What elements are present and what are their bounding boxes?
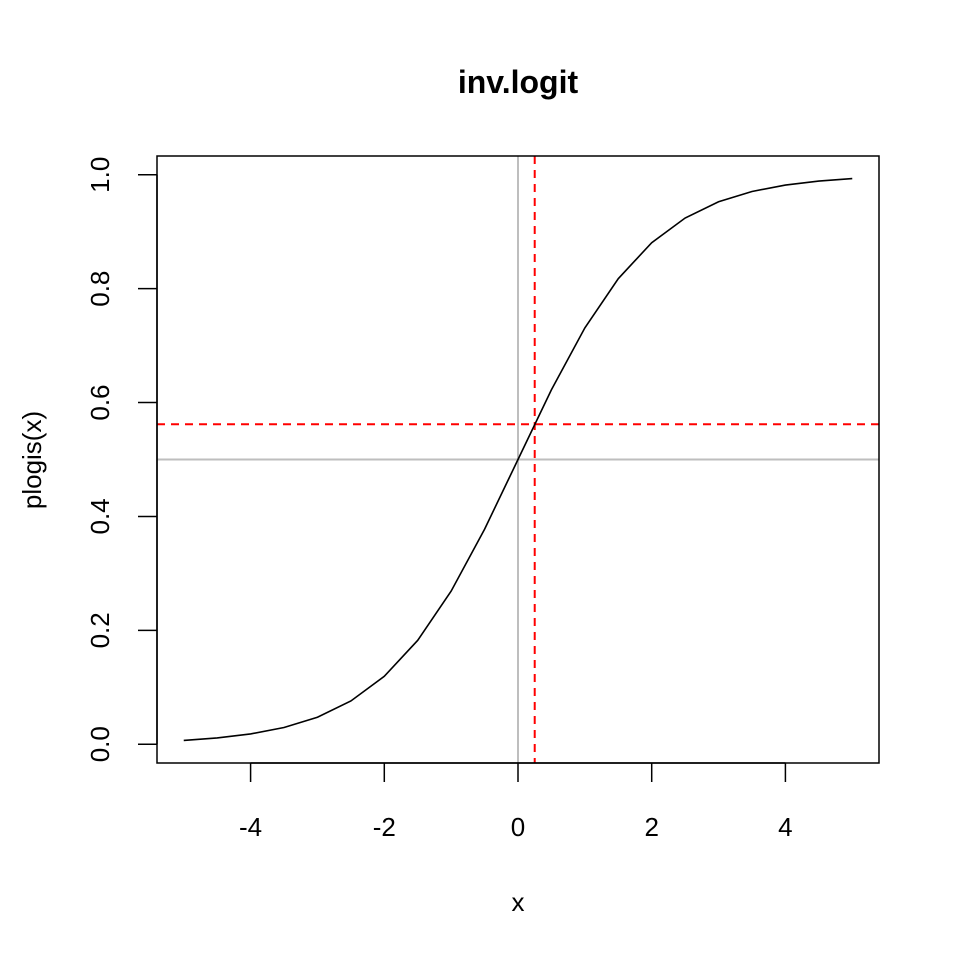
- x-tick-label: 4: [778, 812, 792, 842]
- x-axis: -4 -2 0 2 4: [239, 762, 793, 842]
- y-tick-label: 0.0: [85, 726, 115, 762]
- chart-title: inv.logit: [458, 64, 579, 100]
- series-layer: [183, 177, 853, 742]
- y-tick-label: 0.6: [85, 384, 115, 420]
- x-tick-label: -4: [239, 812, 262, 842]
- y-tick-label: 0.2: [85, 612, 115, 648]
- x-tick-label: 0: [511, 812, 525, 842]
- series-line: [183, 177, 853, 742]
- x-axis-label: x: [512, 887, 525, 917]
- y-tick-label: 0.4: [85, 498, 115, 534]
- x-tick-label: 2: [644, 812, 658, 842]
- y-axis-label: plogis(x): [17, 411, 47, 509]
- y-tick-label: 1.0: [85, 157, 115, 193]
- y-tick-label: 0.8: [85, 271, 115, 307]
- y-axis: 0.0 0.2 0.4 0.6 0.8 1.0: [85, 157, 158, 762]
- x-tick-label: -2: [373, 812, 396, 842]
